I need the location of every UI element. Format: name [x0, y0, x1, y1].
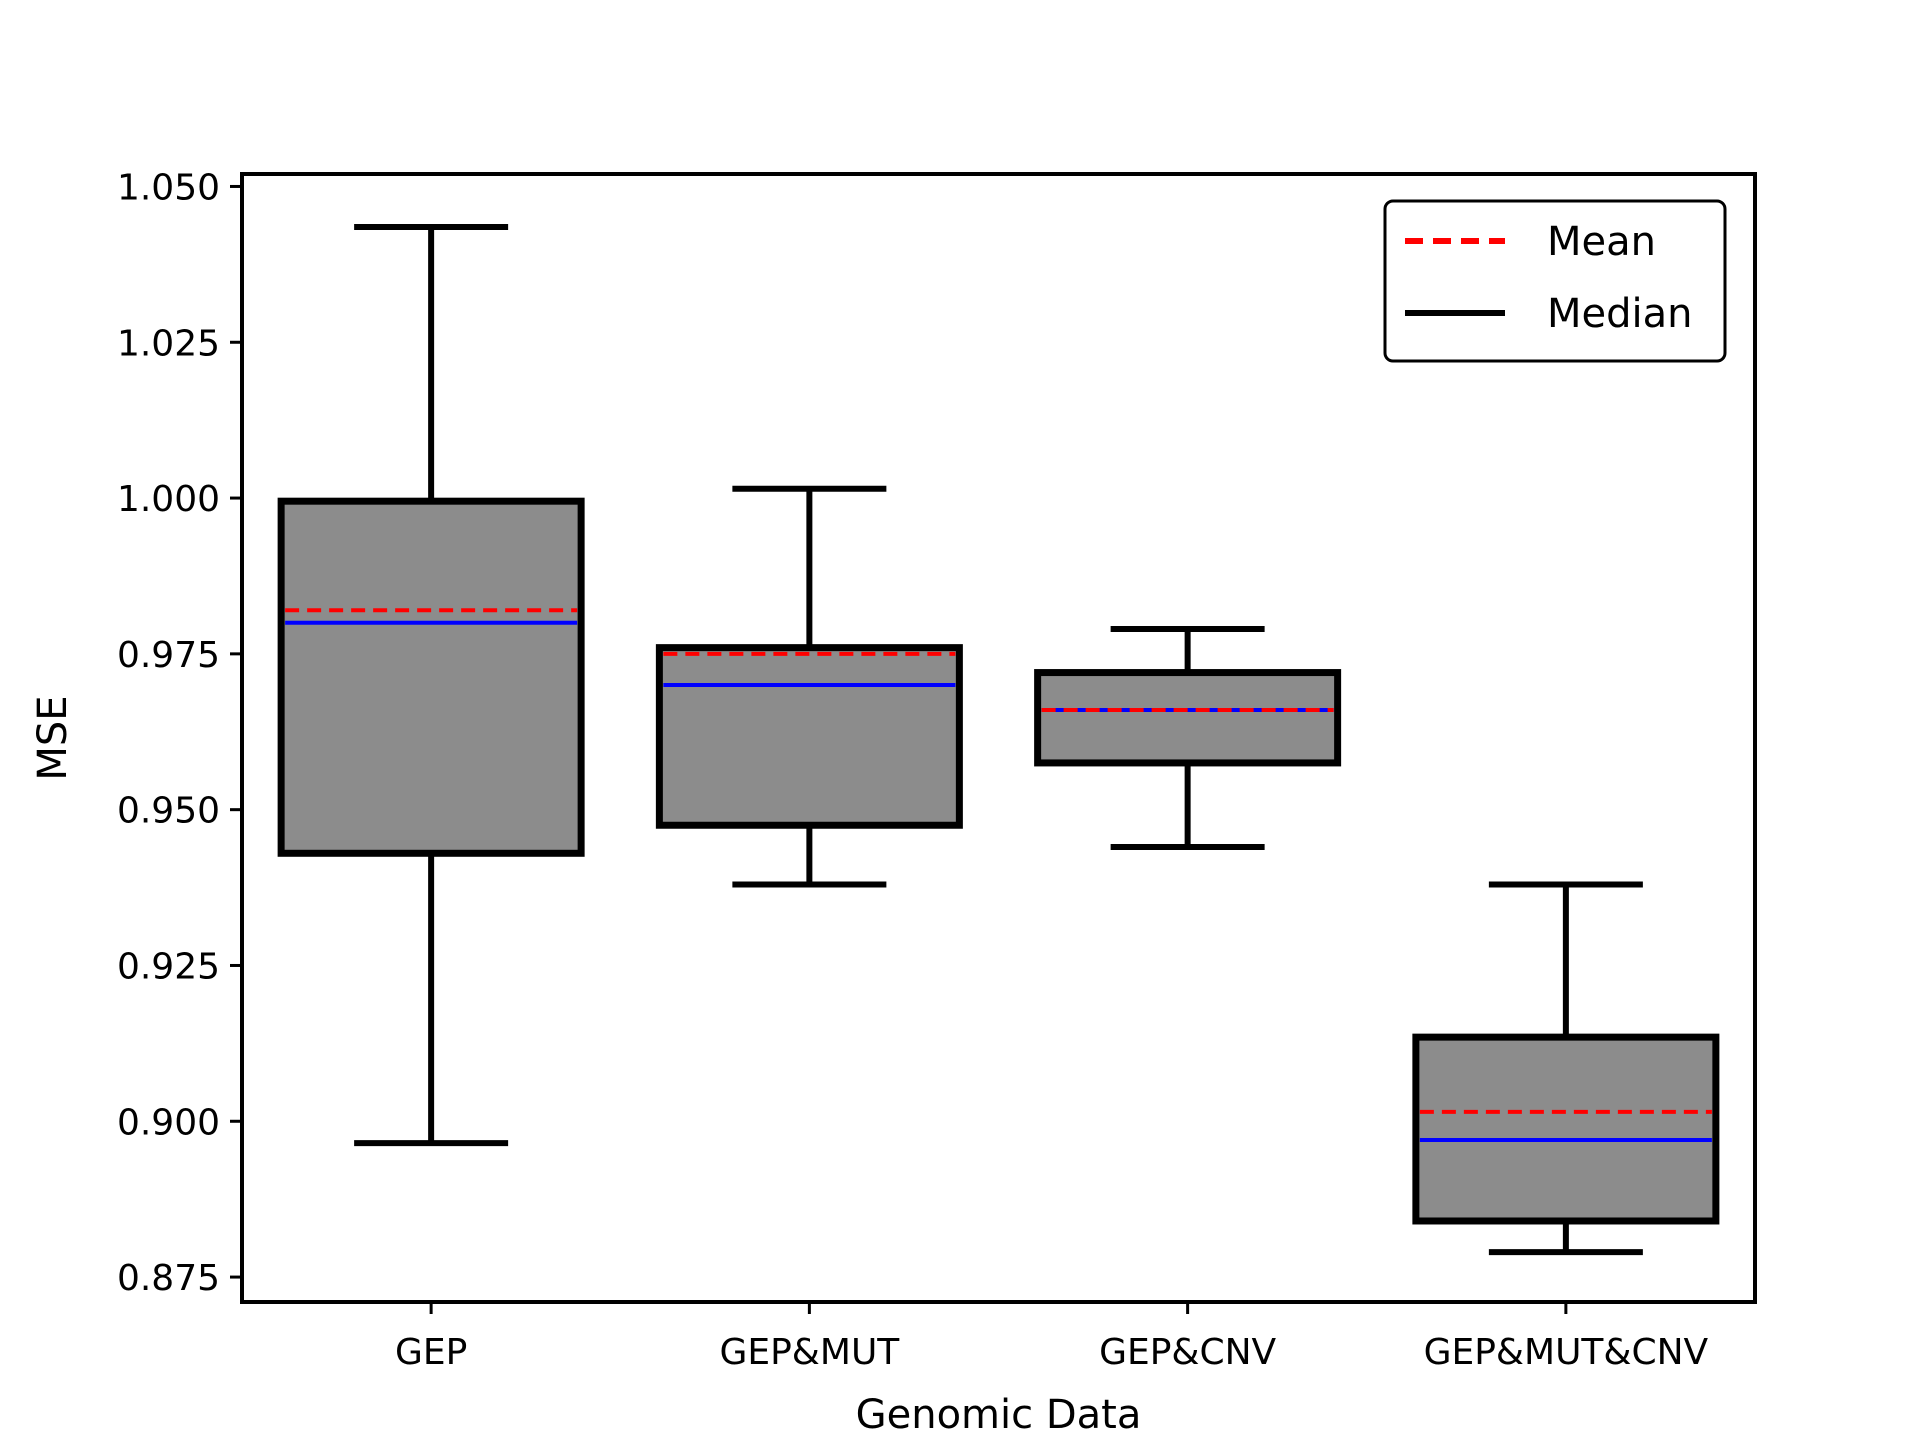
- box-body: [1034, 669, 1342, 767]
- box-group-3: [1412, 881, 1720, 1256]
- x-tick-label: GEP&MUT&CNV: [1424, 1332, 1709, 1373]
- y-tick-label: 1.025: [117, 323, 220, 364]
- y-tick-label: 0.950: [117, 791, 220, 832]
- y-tick-label: 0.925: [117, 946, 220, 987]
- x-tick-label: GEP&MUT: [719, 1332, 900, 1373]
- mean-legend-label: Mean: [1547, 219, 1656, 265]
- x-tick-label: GEP: [395, 1332, 467, 1373]
- axes: 0.875 0.900 0.925 0.950 0.975 1.000 1.025 1.050…: [117, 167, 1757, 1373]
- box-body: [1412, 1033, 1720, 1225]
- box-body: [277, 497, 585, 857]
- box-group-2: [1034, 625, 1342, 851]
- plot-area: [277, 223, 1720, 1256]
- y-tick-label: 1.000: [117, 479, 220, 520]
- box-group-0: [277, 223, 585, 1147]
- y-axis-label: MSE: [30, 695, 76, 780]
- y-tick-label: 0.900: [117, 1102, 220, 1143]
- y-tick-label: 0.875: [117, 1258, 220, 1299]
- median-legend-label: Median: [1547, 291, 1693, 337]
- y-tick-label: 1.050: [117, 167, 220, 208]
- box-group-1: [655, 485, 963, 888]
- x-tick-label: GEP&CNV: [1099, 1332, 1276, 1373]
- plot-frame: [240, 172, 1757, 1304]
- box-body: [655, 644, 963, 829]
- x-axis-label: Genomic Data: [856, 1392, 1142, 1438]
- legend: Mean Median: [1383, 199, 1727, 363]
- y-tick-label: 0.975: [117, 635, 220, 676]
